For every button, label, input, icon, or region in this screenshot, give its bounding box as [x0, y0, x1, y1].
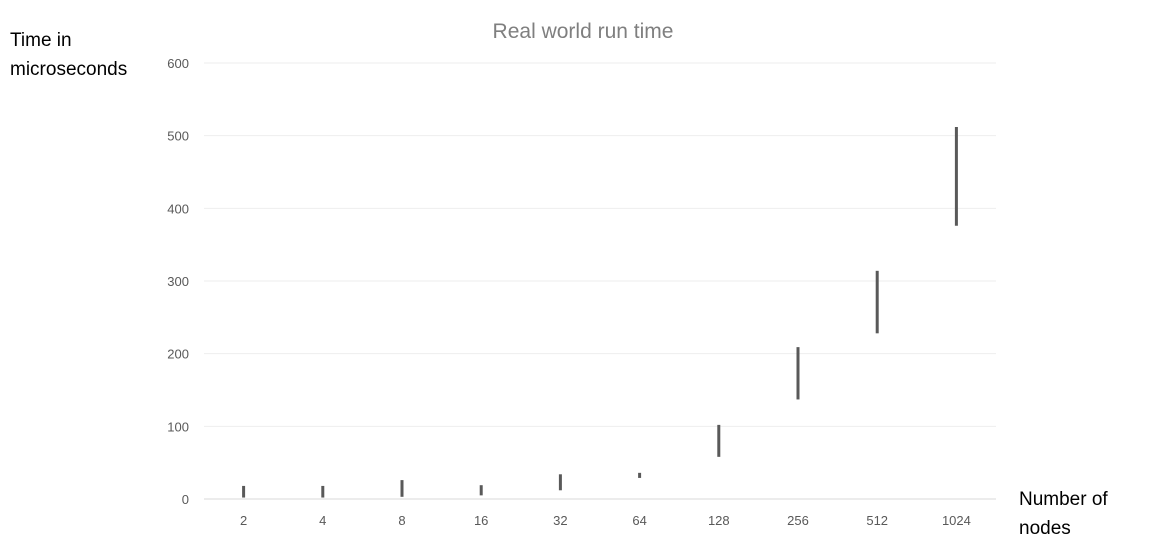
x-tick-label: 512 [866, 513, 888, 528]
y-tick-label: 100 [167, 419, 189, 434]
x-axis-label-line-1: Number of [1019, 489, 1108, 510]
x-tick-label: 2 [240, 513, 247, 528]
y-axis-label-line-2: microseconds [10, 59, 128, 80]
range-bars [242, 126, 958, 498]
x-tick-label: 1024 [942, 513, 971, 528]
x-tick-label: 8 [398, 513, 405, 528]
y-axis-label-line-1: Time in [10, 30, 72, 51]
x-tick-label: 256 [787, 513, 809, 528]
x-tick-label: 128 [708, 513, 730, 528]
y-tick-label: 300 [167, 274, 189, 289]
y-tick-label: 600 [167, 56, 189, 71]
gridlines [204, 62, 996, 427]
y-tick-labels: 0 100 200 300 400 500 600 [167, 56, 189, 507]
x-tick-label: 32 [553, 513, 567, 528]
chart-title: Real world run time [493, 20, 674, 43]
y-tick-label: 200 [167, 347, 189, 362]
x-tick-label: 64 [632, 513, 646, 528]
x-axis-label-line-2: nodes [1019, 518, 1071, 539]
x-tick-labels: 2 4 8 16 32 64 128 256 512 1024 [240, 513, 971, 528]
y-tick-label: 400 [167, 201, 189, 216]
y-tick-label: 500 [167, 129, 189, 144]
y-tick-label: 0 [182, 492, 189, 507]
x-tick-label: 4 [319, 513, 326, 528]
x-tick-label: 16 [474, 513, 488, 528]
